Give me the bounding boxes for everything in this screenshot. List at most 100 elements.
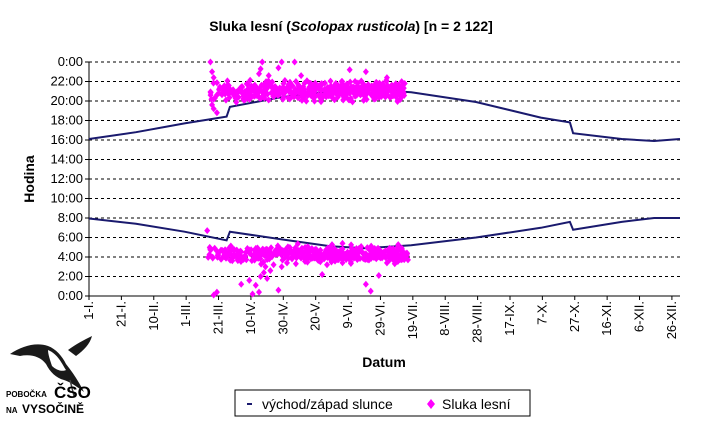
bird-point: [379, 83, 386, 91]
x-tick-label: 28-VIII.: [470, 301, 485, 343]
bird-point: [261, 85, 268, 93]
bird-point: [281, 85, 288, 93]
bird-point: [334, 93, 341, 101]
bird-point: [298, 96, 305, 104]
x-tick-label: 29-VI.: [372, 301, 387, 336]
bird-point: [210, 95, 217, 103]
x-tick-label: 16-XI.: [599, 301, 614, 336]
y-tick-label: 2:00: [58, 269, 83, 284]
y-tick-label: 10:00: [50, 191, 83, 206]
bird-point: [366, 83, 373, 91]
bird-point: [204, 227, 211, 235]
bird-point: [207, 91, 214, 99]
axes: [85, 61, 680, 300]
bird-point: [209, 68, 216, 76]
bird-point: [297, 90, 304, 98]
bird-point: [298, 72, 305, 80]
bird-point: [279, 256, 286, 264]
bird-point: [384, 84, 391, 92]
bird-point: [210, 74, 217, 82]
logo-text-cso: ČSO: [54, 383, 91, 402]
chart-title-species: Scolopax rusticola: [290, 18, 416, 34]
bird-point: [343, 80, 350, 88]
bird-point: [307, 91, 314, 99]
bird-point: [352, 251, 359, 259]
y-axis-label: Hodina: [21, 155, 37, 203]
bird-point: [213, 79, 220, 87]
x-tick-label: 1-I.: [81, 301, 96, 320]
bird-point: [377, 247, 384, 255]
bird-point: [370, 253, 377, 261]
x-tick-label: 30-IV.: [275, 301, 290, 335]
bird-point: [404, 256, 411, 264]
bird-point: [317, 246, 324, 254]
bird-point: [262, 263, 269, 271]
bird-point: [367, 90, 374, 98]
bird-point: [251, 83, 258, 91]
bird-point: [221, 82, 228, 90]
y-tick-label: 20:00: [50, 93, 83, 108]
bird-point: [356, 255, 363, 263]
bird-point: [257, 255, 264, 263]
bird-point: [311, 87, 318, 95]
bird-point: [292, 88, 299, 96]
bird-point: [323, 93, 330, 101]
bird-point: [257, 65, 264, 73]
bird-point: [307, 247, 314, 255]
bird-point: [267, 267, 274, 275]
bird-point: [332, 79, 339, 87]
legend-bird-marker: [427, 399, 435, 409]
logo: [10, 336, 92, 397]
bird-point: [401, 79, 408, 87]
bird-point: [345, 96, 352, 104]
y-tick-label: 12:00: [50, 171, 83, 186]
bird-point: [280, 93, 287, 101]
bird-point: [213, 109, 220, 117]
bird-point: [383, 74, 390, 82]
bird-point: [338, 77, 345, 85]
bird-point: [227, 242, 234, 250]
logo-bird-leg-icon: [69, 379, 75, 397]
bird-point: [282, 246, 289, 254]
y-tick-label: 14:00: [50, 152, 83, 167]
bird-point: [233, 98, 240, 106]
x-tick-label: 10-IV.: [243, 301, 258, 335]
bird-point: [286, 95, 293, 103]
bird-point: [246, 249, 253, 257]
bird-point: [246, 276, 253, 284]
logo-bird-belly-icon: [48, 350, 66, 371]
bird-point: [210, 79, 217, 87]
bird-point: [346, 66, 353, 74]
bird-point: [360, 80, 367, 88]
bird-point: [222, 96, 229, 104]
logo-text-na: NA: [6, 406, 18, 415]
bird-point: [218, 246, 225, 254]
bird-point: [321, 79, 328, 87]
bird-point: [339, 259, 346, 267]
bird-point: [301, 257, 308, 265]
bird-point: [255, 246, 262, 254]
chart-title: Sluka lesní (Scolopax rusticola) [n = 2 …: [0, 18, 702, 34]
bird-point: [388, 88, 395, 96]
bird-point: [266, 255, 273, 263]
chart-title-prefix: Sluka lesní (: [209, 18, 291, 34]
bird-point: [281, 77, 288, 85]
bird-point: [252, 281, 259, 289]
bird-point: [221, 250, 228, 258]
bird-point: [306, 83, 313, 91]
y-tick-label: 0:00: [58, 54, 83, 69]
bird-point: [233, 246, 240, 254]
bird-point: [325, 244, 332, 252]
bird-point: [399, 87, 406, 95]
bird-point: [259, 247, 266, 255]
bird-point: [224, 77, 231, 85]
bird-point: [292, 260, 299, 268]
bird-point: [350, 86, 357, 94]
chart-title-suffix: ) [n = 2 122]: [415, 18, 493, 34]
bird-point: [404, 250, 411, 258]
bird-point: [286, 80, 293, 88]
bird-point: [395, 245, 402, 253]
bird-point: [367, 287, 374, 295]
x-tick-label: 17-IX.: [502, 301, 517, 336]
x-tick-label: 7-X.: [534, 301, 549, 325]
